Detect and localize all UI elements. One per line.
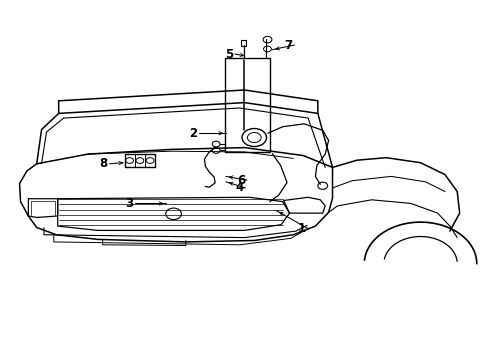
- Text: 3: 3: [125, 197, 133, 210]
- Text: 6: 6: [237, 174, 244, 186]
- Text: 8: 8: [100, 157, 107, 170]
- Text: 7: 7: [284, 39, 292, 51]
- Text: 2: 2: [189, 127, 197, 140]
- Text: 1: 1: [298, 222, 305, 235]
- Text: 4: 4: [235, 181, 243, 194]
- Text: 5: 5: [224, 48, 232, 60]
